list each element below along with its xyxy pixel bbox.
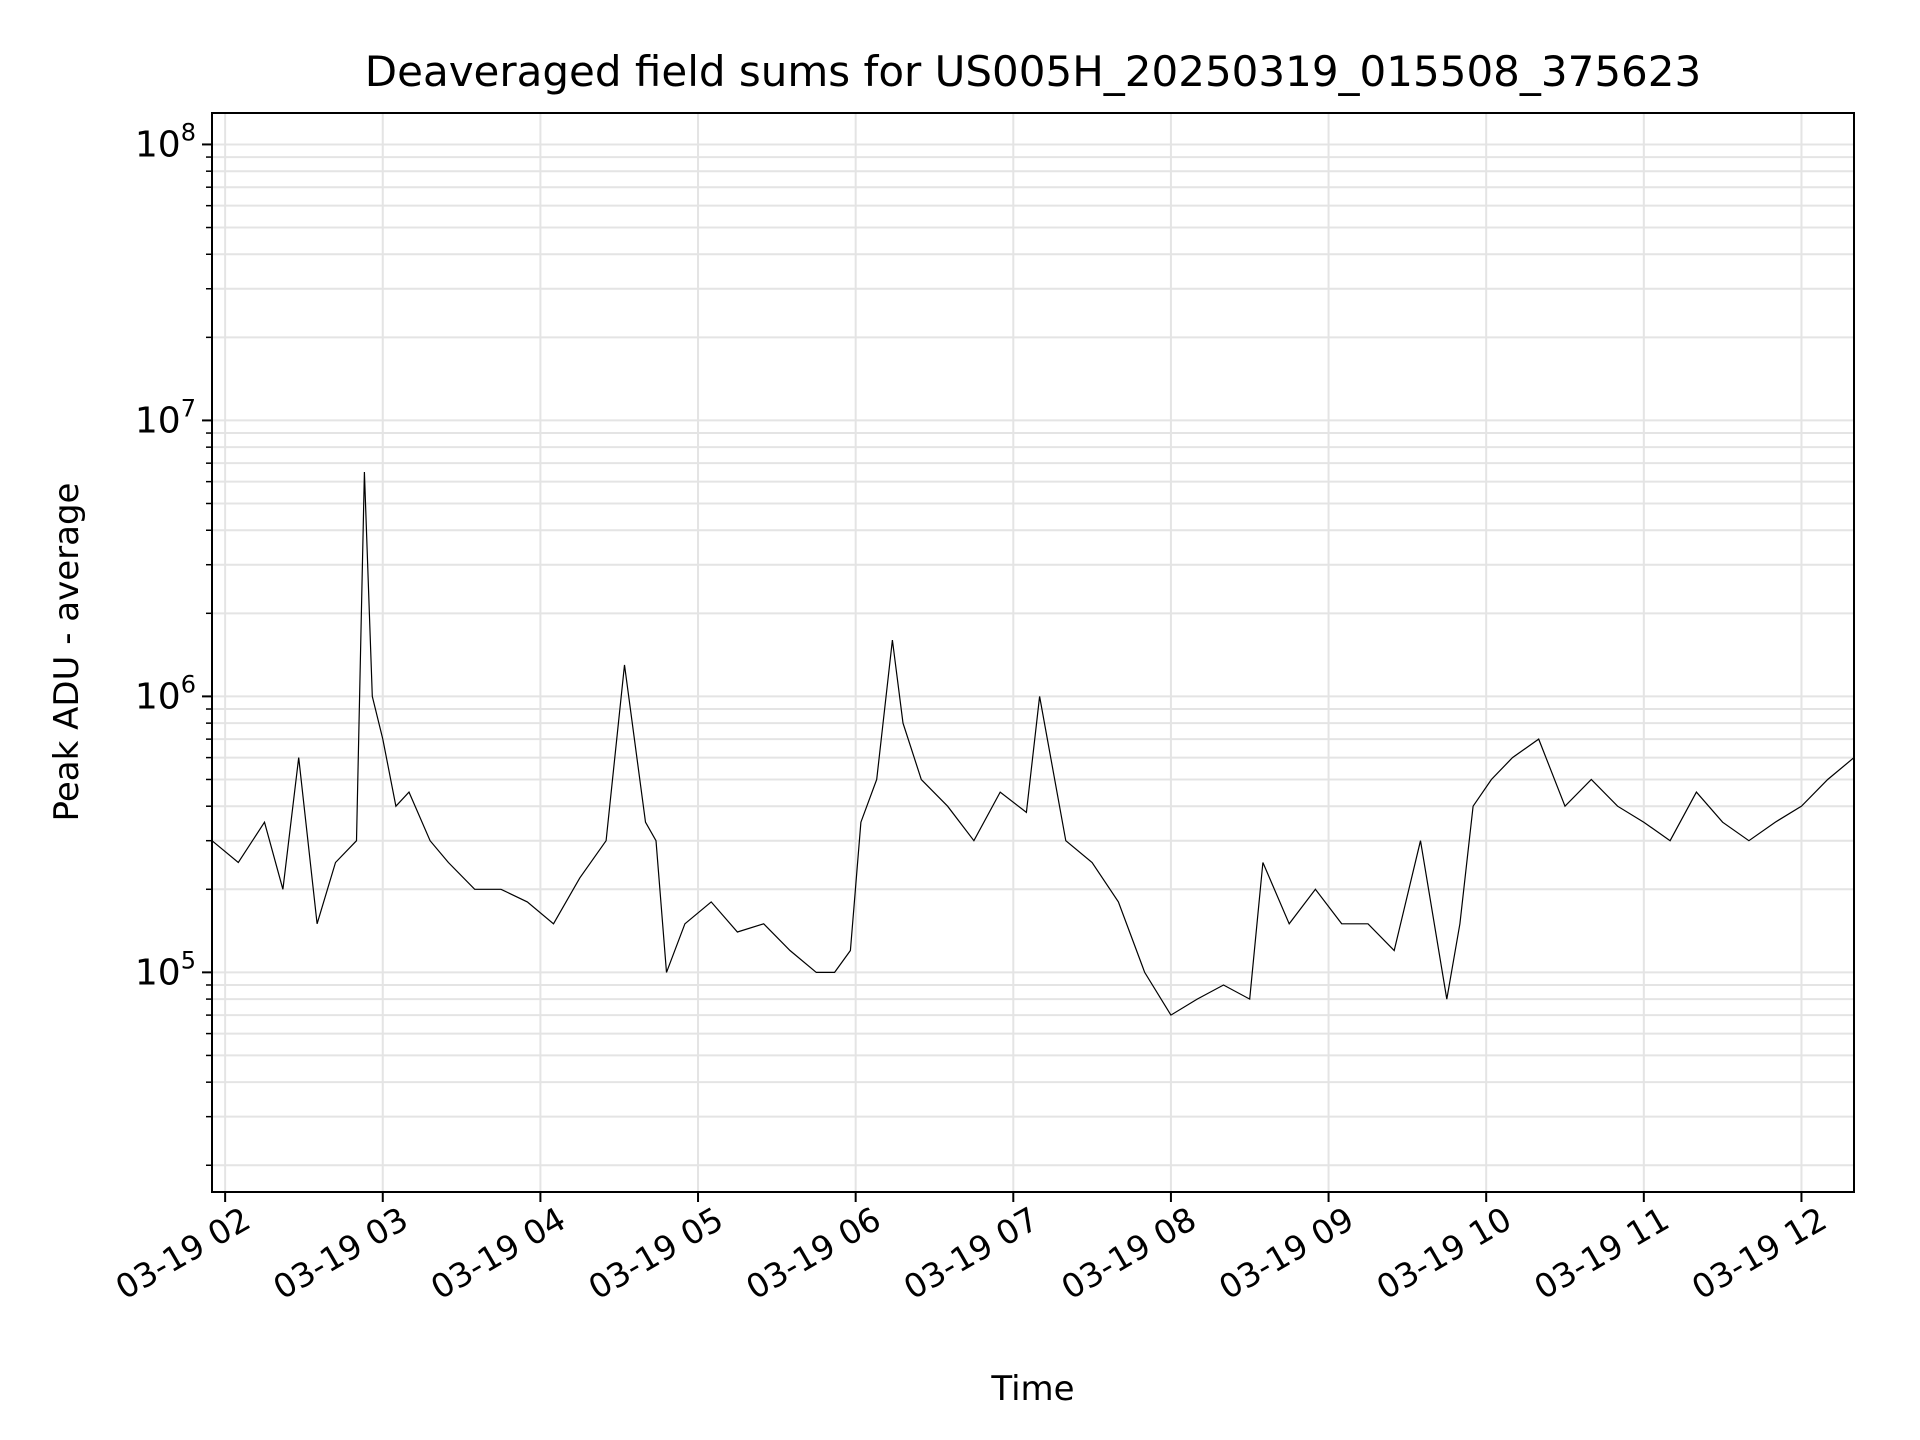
plot-frame	[211, 112, 1855, 1193]
x-tick-label: 03-19 09	[1212, 1199, 1360, 1307]
y-tick-label: 108	[135, 118, 196, 165]
x-tick-label: 03-19 02	[109, 1199, 257, 1307]
x-tick-label: 03-19 10	[1370, 1199, 1518, 1307]
x-tick-label: 03-19 04	[424, 1199, 572, 1307]
x-tick-label: 03-19 12	[1685, 1199, 1833, 1307]
y-tick-label: 106	[135, 670, 196, 717]
series-line	[211, 471, 1855, 1016]
x-axis: 03-19 02 03-19 03 03-19 04 03-19 05 03-19 06…	[109, 1192, 1833, 1307]
chart-title: Deaveraged field sums for US005H_2025031…	[365, 47, 1701, 96]
x-axis-label: Time	[990, 1369, 1074, 1409]
grid	[212, 113, 1854, 1192]
x-tick-label: 03-19 11	[1528, 1199, 1676, 1307]
y-axis-label: Peak ADU - average	[47, 483, 87, 822]
y-tick-label: 105	[135, 946, 196, 993]
x-tick-label: 03-19 05	[582, 1199, 730, 1307]
x-tick-label: 03-19 06	[739, 1199, 887, 1307]
x-tick-label: 03-19 07	[897, 1199, 1045, 1307]
x-tick-label: 03-19 03	[266, 1199, 414, 1307]
x-tick-label: 03-19 08	[1055, 1199, 1203, 1307]
y-tick-label: 107	[135, 394, 196, 441]
y-axis: 105 106 107 108	[135, 118, 212, 1167]
